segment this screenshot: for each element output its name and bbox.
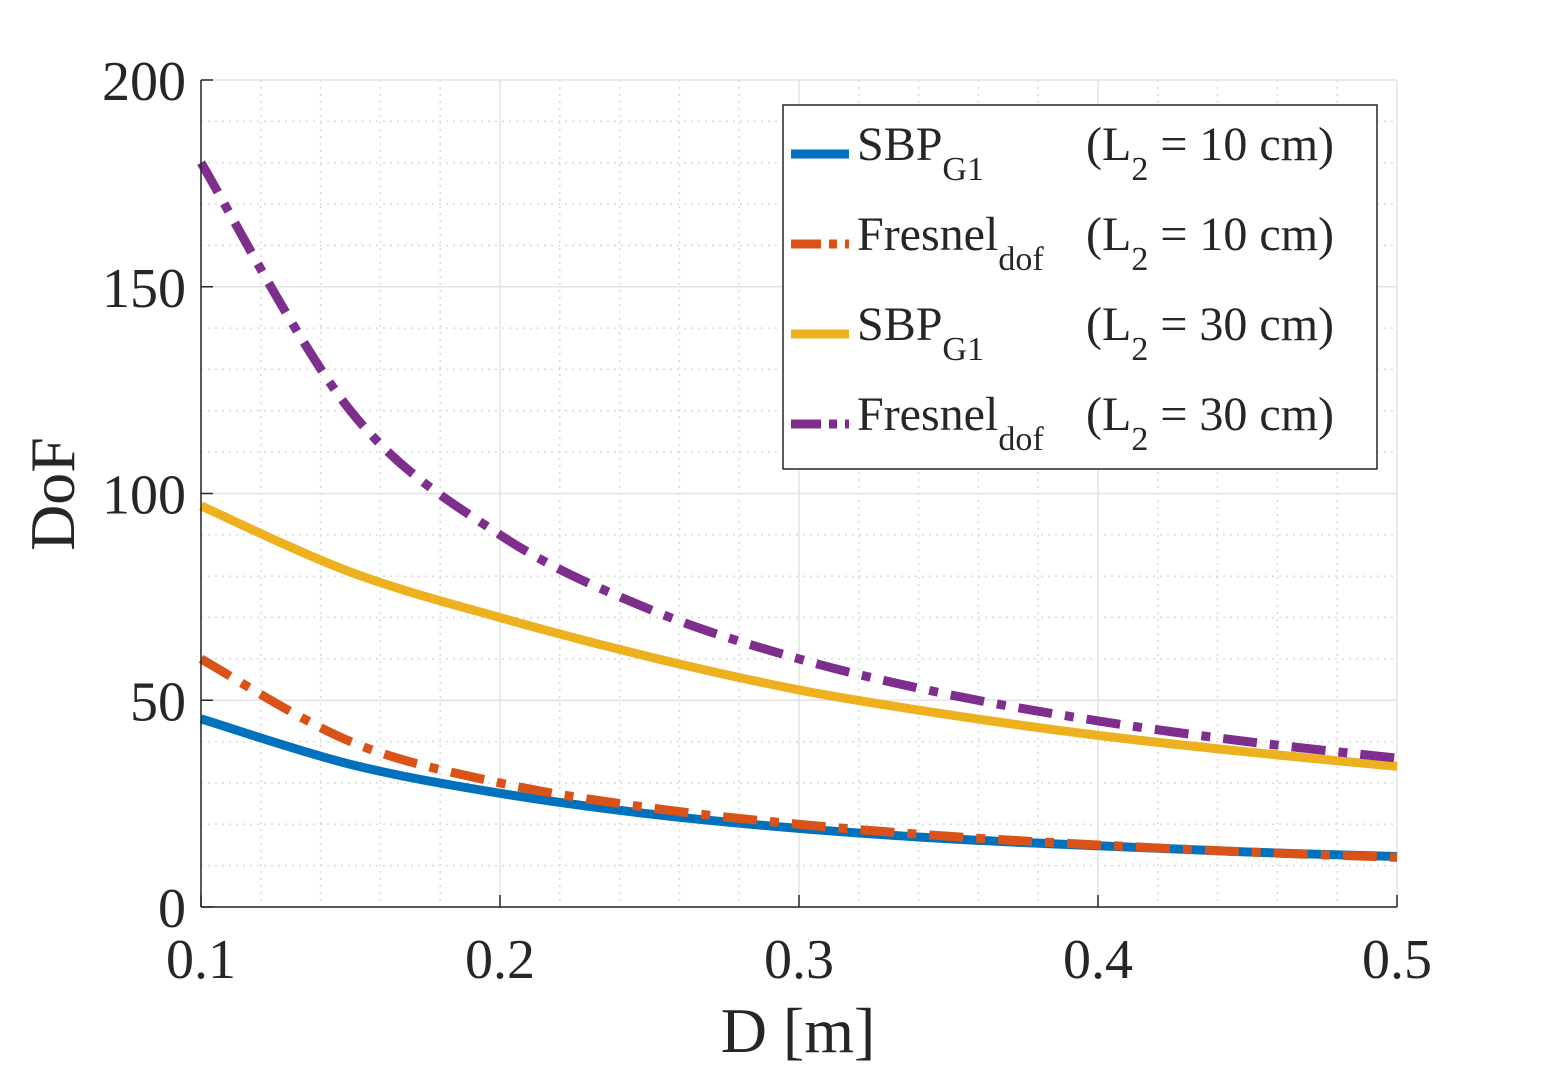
legend-label-main: Fresnel (857, 208, 998, 261)
series-layer (197, 160, 1398, 862)
x-tick-label: 0.2 (465, 929, 535, 991)
y-tick-label: 200 (102, 51, 186, 113)
legend-condition-subscript: 2 (1131, 421, 1148, 458)
legend-label-main: SBP (857, 118, 942, 171)
legend: SBPG1 (L2 = 10 cm)Fresneldof (L2 = 10 cm)S… (782, 104, 1378, 470)
legend-condition-subscript: 2 (1131, 151, 1148, 188)
y-axis-title: DoF (17, 437, 88, 551)
legend-box (782, 104, 1378, 470)
y-tick-label: 100 (102, 465, 186, 527)
legend-label-main: Fresnel (857, 388, 998, 441)
y-tick-label: 0 (158, 878, 186, 940)
legend-label-subscript: G1 (942, 331, 984, 368)
x-tick-label: 0.5 (1362, 929, 1432, 991)
axes (200, 79, 1398, 908)
x-axis-title: D [m] (721, 995, 876, 1066)
y-tick-label: 50 (130, 671, 186, 733)
series-line-3 (199, 501, 1398, 771)
legend-condition-pre: (L (1086, 298, 1131, 351)
legend-label-subscript: dof (998, 421, 1044, 458)
legend-condition-post: = 30 cm) (1148, 298, 1334, 351)
x-tick-label: 0.4 (1063, 929, 1133, 991)
legend-label-main: SBP (857, 298, 942, 351)
legend-label-4: Fresneldof (857, 388, 1044, 458)
legend-condition-pre: (L (1086, 208, 1131, 261)
series-line-2 (198, 654, 1398, 862)
legend-condition-4: (L2 = 30 cm) (1086, 388, 1334, 458)
legend-condition-pre: (L (1086, 388, 1131, 441)
legend-condition-pre: (L (1086, 118, 1131, 171)
legend-condition-subscript: 2 (1131, 331, 1148, 368)
series-line-4 (197, 160, 1398, 763)
legend-condition-2: (L2 = 10 cm) (1086, 208, 1334, 278)
legend-label-subscript: G1 (942, 151, 984, 188)
tick-labels: 0.1 0.2 0.3 0.4 0.5 0 50 100 150 200 (102, 51, 1432, 991)
legend-label-1: SBPG1 (857, 118, 984, 188)
legend-condition-subscript: 2 (1131, 241, 1148, 278)
legend-condition-3: (L2 = 30 cm) (1086, 298, 1334, 368)
x-tick-label: 0.1 (166, 929, 236, 991)
legend-condition-post: = 10 cm) (1148, 208, 1334, 261)
x-tick-label: 0.3 (764, 929, 834, 991)
legend-condition-post: = 10 cm) (1148, 118, 1334, 171)
legend-label-3: SBPG1 (857, 298, 984, 368)
legend-condition-post: = 30 cm) (1148, 388, 1334, 441)
legend-condition-1: (L2 = 10 cm) (1086, 118, 1334, 188)
legend-label-2: Fresneldof (857, 208, 1044, 278)
y-tick-label: 150 (102, 258, 186, 320)
legend-label-subscript: dof (998, 241, 1044, 278)
